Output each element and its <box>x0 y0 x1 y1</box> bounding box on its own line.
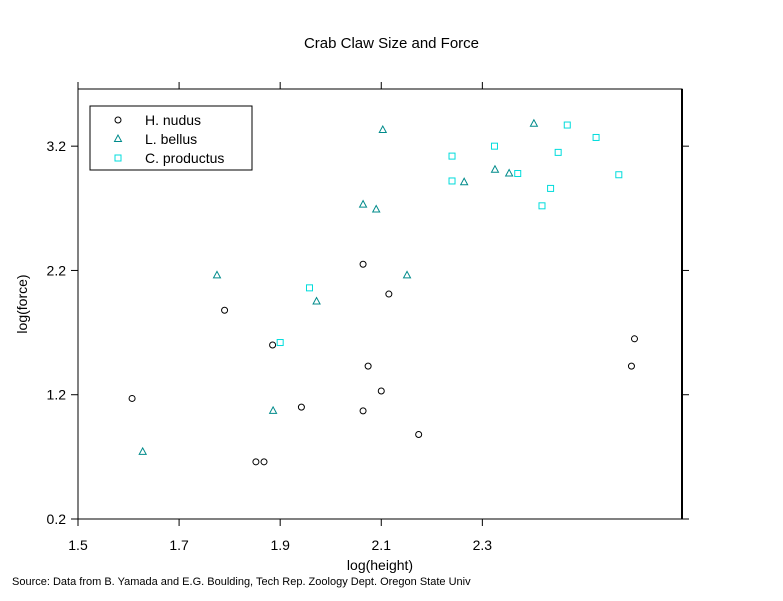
legend-circle-icon <box>114 116 122 124</box>
square-point <box>615 171 623 179</box>
circle-point <box>128 394 136 402</box>
circle-point <box>377 387 385 395</box>
triangle-point <box>459 177 469 186</box>
circle-point <box>221 306 229 314</box>
triangle-point <box>371 204 381 213</box>
circle-point <box>630 335 638 343</box>
triangle-point <box>490 164 500 173</box>
triangle-point <box>268 405 278 414</box>
circle-point <box>252 458 260 466</box>
square-point <box>547 184 555 192</box>
circle-point <box>260 458 268 466</box>
x-tick-label: 2.1 <box>372 537 392 553</box>
data-points <box>128 118 638 466</box>
triangle-point <box>378 124 388 134</box>
triangle-point <box>358 199 368 208</box>
square-point <box>514 170 522 178</box>
y-tick-label: 0.2 <box>47 511 67 527</box>
x-axis-label: log(height) <box>347 557 413 573</box>
source-note: Source: Data from B. Yamada and E.G. Bou… <box>12 576 471 588</box>
triangle-point <box>529 118 539 127</box>
y-tick-label: 3.2 <box>47 138 67 154</box>
y-tick-label: 1.2 <box>47 387 67 403</box>
x-tick-label: 2.3 <box>473 537 493 553</box>
triangle-point <box>138 446 148 455</box>
square-point <box>554 148 562 156</box>
triangle-point <box>312 296 321 305</box>
x-tick-label: 1.7 <box>169 537 189 553</box>
square-point <box>592 133 600 141</box>
chart-title: Crab Claw Size and Force <box>303 35 480 52</box>
triangle-point <box>212 270 222 279</box>
circle-point <box>297 403 305 411</box>
triangle-point <box>402 270 412 279</box>
legend-triangle-icon <box>113 133 123 142</box>
triangle-point <box>504 168 514 177</box>
circle-point <box>359 407 367 415</box>
square-point <box>490 142 498 150</box>
square-point <box>538 202 546 210</box>
x-tick-label: 1.9 <box>270 537 290 553</box>
legend-label: H. nudus <box>145 112 201 128</box>
square-point <box>448 152 456 160</box>
legend: H. nudus L. bellus C. productus <box>89 105 253 171</box>
square-point <box>276 339 284 347</box>
square-point <box>305 284 313 292</box>
y-tick-label: 2.2 <box>47 262 67 278</box>
square-point <box>563 121 571 129</box>
circle-point <box>359 260 367 268</box>
legend-label: L. bellus <box>145 131 197 147</box>
circle-point <box>627 362 635 370</box>
legend-label: C. productus <box>145 150 224 166</box>
y-axis-label: log(force) <box>14 274 30 333</box>
circle-point <box>364 362 372 370</box>
legend-square-icon <box>114 154 122 162</box>
circle-point <box>415 430 423 438</box>
axes: 1.5 1.7 1.9 2.1 2.3 0.2 1.2 2.2 3.2 <box>47 82 689 553</box>
circle-point <box>269 341 277 349</box>
square-point <box>448 177 456 185</box>
circle-point <box>385 290 393 298</box>
x-tick-label: 1.5 <box>68 537 88 553</box>
